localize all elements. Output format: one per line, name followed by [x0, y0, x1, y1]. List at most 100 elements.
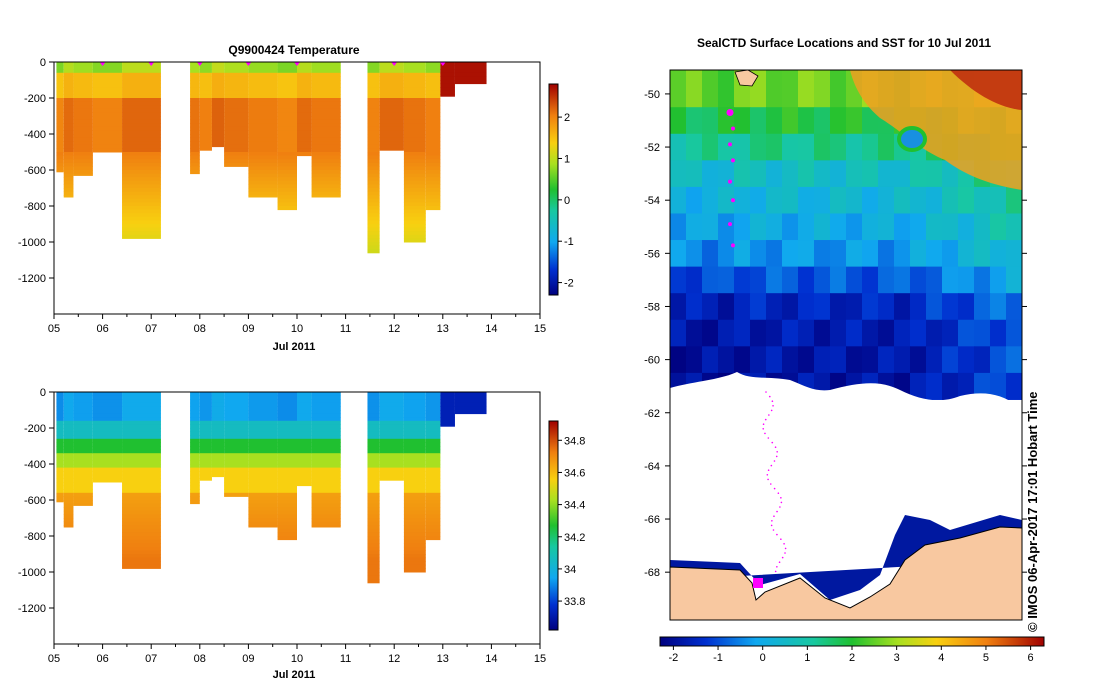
profile-cell [403, 105, 426, 110]
profile-cell [403, 449, 426, 454]
profile-cell [224, 87, 249, 92]
profile-cell [199, 402, 212, 407]
sst-cell [718, 133, 735, 161]
cast-marker [391, 62, 398, 66]
y-tick-label: -200 [24, 423, 46, 435]
profile-cell [190, 141, 200, 146]
profile-cell [190, 83, 200, 88]
sst-cell [798, 70, 815, 108]
sst-cell [990, 213, 1007, 241]
sst-cell [814, 107, 831, 135]
sst-cell [734, 160, 751, 188]
profile-cell [56, 467, 64, 472]
profile-cell [122, 514, 161, 519]
profile-cell [403, 231, 426, 236]
profile-cell [403, 123, 426, 128]
profile-cell [56, 69, 64, 74]
profile-cell [403, 532, 426, 537]
profile-cell [199, 119, 212, 124]
sst-cell [734, 133, 751, 161]
profile-cell [63, 510, 74, 515]
cast-marker [245, 62, 252, 66]
y-tick-label: 0 [40, 57, 46, 69]
profile-cell [379, 471, 404, 476]
profile-cell [367, 220, 380, 225]
profile-cell [311, 392, 341, 397]
sst-cell [830, 107, 847, 135]
sst-cell [718, 240, 735, 268]
profile-cell [367, 62, 380, 67]
profile-cell [425, 442, 441, 447]
profile-cell [248, 152, 278, 157]
profile-cell [73, 76, 93, 81]
sst-cell [862, 107, 879, 135]
sst-cell [910, 186, 927, 214]
sst-cell [670, 319, 687, 347]
sst-cell [910, 240, 927, 268]
profile-cell [199, 65, 212, 70]
profile-cell [190, 123, 200, 128]
profile-cell [211, 446, 225, 451]
profile-cell [199, 76, 212, 81]
profile-cell [297, 87, 312, 92]
profile-cell [379, 402, 404, 407]
x-tick-label: 14 [485, 323, 497, 335]
sst-cell [894, 240, 911, 268]
sst-cell [670, 213, 687, 241]
profile-cell [63, 420, 74, 425]
map-y-tick-label: -64 [644, 461, 660, 473]
profile-cell [425, 90, 441, 95]
profile-cell [63, 62, 74, 67]
profile-cell [379, 424, 404, 429]
profile-cell [211, 413, 225, 418]
x-tick-label: 07 [145, 323, 157, 335]
track-point [726, 109, 734, 117]
profile-cell [56, 464, 64, 469]
profile-cell [56, 65, 64, 70]
profile-cell [211, 83, 225, 88]
sst-cell [990, 346, 1007, 374]
profile-cell [122, 65, 161, 70]
profile-cell [190, 69, 200, 74]
profile-cell [367, 108, 380, 113]
profile-cell [311, 191, 341, 196]
profile-cell [297, 62, 312, 67]
profile-cell [403, 543, 426, 548]
profile-cell [211, 76, 225, 81]
profile-cell [277, 144, 297, 149]
profile-cell [425, 503, 441, 508]
sst-cell [878, 133, 895, 161]
profile-cell [367, 227, 380, 232]
ice-track-dots [762, 391, 787, 573]
profile-cell [190, 417, 200, 422]
x-tick-label: 05 [48, 653, 60, 665]
profile-cell [311, 471, 341, 476]
profile-cell [403, 528, 426, 533]
profile-cell [248, 446, 278, 451]
profile-cell [403, 428, 426, 433]
sst-cell [734, 213, 751, 241]
profile-cell [297, 474, 312, 479]
profile-cell [73, 105, 93, 110]
profile-cell [297, 65, 312, 70]
profile-cell [122, 474, 161, 479]
profile-cell [277, 134, 297, 139]
profile-cell [367, 184, 380, 189]
profile-cell [379, 420, 404, 425]
profile-cell [425, 202, 441, 207]
profile-cell [122, 209, 161, 214]
sst-cell [958, 319, 975, 347]
profile-cell [277, 87, 297, 92]
profile-cell [379, 123, 404, 128]
profile-cell [190, 98, 200, 103]
profile-cell [277, 119, 297, 124]
profile-cell [122, 460, 161, 465]
profile-cell [224, 438, 249, 443]
profile-cell [122, 456, 161, 461]
profile-cell [367, 177, 380, 182]
profile-cell [199, 424, 212, 429]
sst-cell [734, 319, 751, 347]
profile-cell [122, 564, 161, 569]
sst-cell [942, 160, 959, 188]
sst-cell [942, 240, 959, 268]
